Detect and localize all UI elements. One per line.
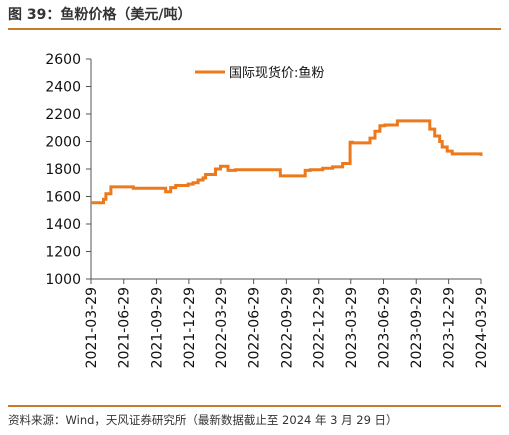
x-tick-label: 2021-12-29 (182, 287, 198, 368)
chart-title: 图 39：鱼粉价格（美元/吨） (8, 7, 192, 23)
y-tick-label: 1800 (45, 162, 81, 178)
y-tick-label: 2000 (45, 135, 81, 151)
y-tick-label: 1400 (45, 217, 81, 233)
y-tick-label: 2400 (45, 80, 81, 96)
x-tick-label: 2022-09-29 (279, 287, 295, 368)
x-tick-label: 2023-09-29 (409, 287, 425, 368)
top-divider (8, 28, 501, 30)
x-tick-label: 2023-06-29 (377, 287, 393, 368)
y-tick-label: 1600 (45, 190, 81, 206)
source-note: 资料来源：Wind，天风证券研究所（最新数据截止至 2024 年 3 月 29 … (8, 413, 398, 427)
x-tick-label: 2022-06-29 (247, 287, 263, 368)
y-tick-label: 2600 (45, 52, 81, 68)
x-tick-label: 2022-03-29 (214, 287, 230, 368)
legend-label: 国际现货价:鱼粉 (229, 65, 324, 81)
x-tick-label: 2021-03-29 (84, 287, 100, 368)
x-tick-label: 2021-06-29 (117, 287, 133, 368)
x-tick-label: 2024-03-29 (474, 287, 490, 368)
y-tick-label: 1000 (45, 272, 81, 288)
y-tick-label: 1200 (45, 245, 81, 261)
y-tick-label: 2200 (45, 107, 81, 123)
x-tick-label: 2022-12-29 (312, 287, 328, 368)
x-tick-label: 2023-12-29 (442, 287, 458, 368)
x-tick-label: 2023-03-29 (344, 287, 360, 368)
series-line-fishmeal (91, 119, 483, 205)
bottom-divider (8, 405, 501, 407)
x-tick-label: 2021-09-29 (149, 287, 165, 368)
